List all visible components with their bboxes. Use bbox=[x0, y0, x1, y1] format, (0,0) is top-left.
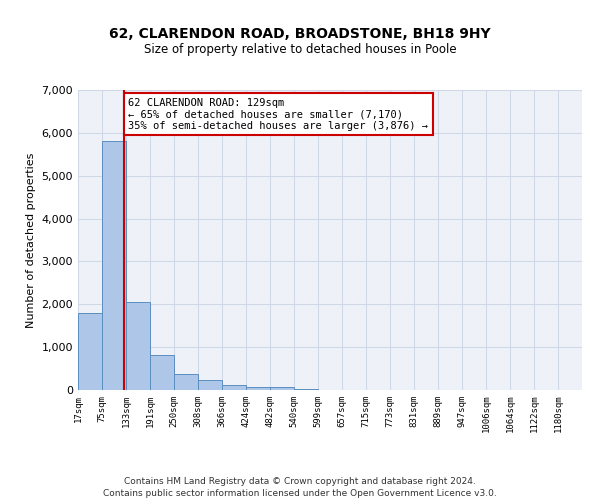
Text: 62 CLARENDON ROAD: 129sqm
← 65% of detached houses are smaller (7,170)
35% of se: 62 CLARENDON ROAD: 129sqm ← 65% of detac… bbox=[128, 98, 428, 130]
Text: Contains public sector information licensed under the Open Government Licence v3: Contains public sector information licen… bbox=[103, 489, 497, 498]
Text: Size of property relative to detached houses in Poole: Size of property relative to detached ho… bbox=[143, 44, 457, 57]
Bar bbox=[294, 388, 318, 390]
Bar bbox=[150, 355, 174, 390]
Bar bbox=[198, 380, 222, 390]
Bar bbox=[126, 302, 150, 390]
Bar bbox=[270, 387, 294, 390]
Bar bbox=[78, 313, 102, 390]
Y-axis label: Number of detached properties: Number of detached properties bbox=[26, 152, 36, 328]
Bar bbox=[222, 385, 246, 390]
Bar bbox=[246, 387, 270, 390]
Bar bbox=[102, 142, 126, 390]
Bar bbox=[174, 374, 198, 390]
Text: 62, CLARENDON ROAD, BROADSTONE, BH18 9HY: 62, CLARENDON ROAD, BROADSTONE, BH18 9HY bbox=[109, 28, 491, 42]
Text: Contains HM Land Registry data © Crown copyright and database right 2024.: Contains HM Land Registry data © Crown c… bbox=[124, 478, 476, 486]
